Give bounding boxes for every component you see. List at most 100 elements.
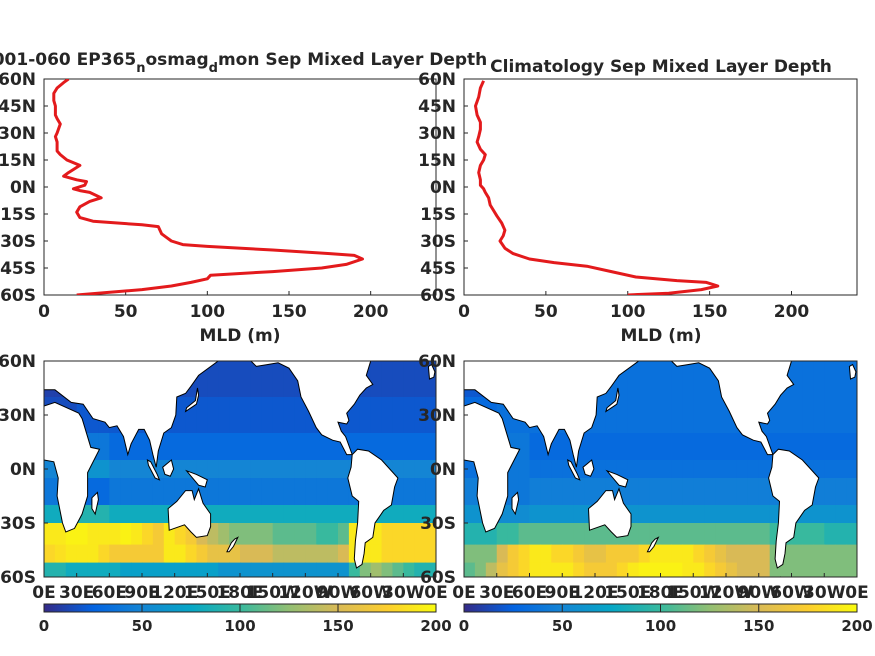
heatmap-cell (250, 397, 263, 434)
heatmap-cell (802, 361, 814, 398)
heatmap-cell (425, 397, 436, 434)
heatmap-cell (835, 478, 847, 506)
heatmap-cell (348, 433, 361, 461)
axes-box (463, 78, 858, 296)
heatmap-cell (163, 523, 176, 546)
heatmap-cell (87, 523, 100, 546)
heatmap-cell (294, 562, 306, 577)
x-tick-label: 90E (545, 583, 580, 603)
landmass (605, 387, 620, 413)
heatmap-cell (726, 505, 738, 524)
heatmap-cell (403, 523, 415, 546)
heatmap-cell (207, 562, 219, 577)
heatmap-cell (229, 397, 241, 434)
heatmap-cell (229, 361, 241, 398)
heatmap-cell (316, 433, 328, 461)
heatmap-cell (649, 478, 662, 506)
heatmap-cell (540, 505, 552, 524)
heatmap-cell (185, 562, 198, 577)
heatmap-cell (425, 562, 436, 577)
heatmap-cell (595, 562, 607, 577)
heatmap-cell (802, 433, 814, 461)
heatmap-cell (229, 523, 241, 546)
heatmap-cell (174, 397, 187, 434)
heatmap-cell (370, 361, 383, 398)
heatmap-cell (802, 544, 814, 564)
heatmap-cell (671, 478, 683, 506)
heatmap-cell (414, 562, 426, 577)
heatmap-cell (403, 433, 415, 461)
heatmap-cell (142, 562, 154, 577)
heatmap-cell (638, 460, 651, 479)
heatmap-cell (261, 433, 274, 461)
heatmap-cell (824, 460, 836, 479)
x-tick-label: 0 (38, 302, 50, 322)
x-tick-label: 60W (349, 583, 392, 603)
heatmap-cell (261, 460, 274, 479)
y-tick-label: 30S (0, 232, 36, 252)
heatmap-cell (87, 562, 100, 577)
heatmap-cell (98, 460, 110, 479)
landmass (44, 361, 220, 468)
heatmap-cell (348, 523, 361, 546)
heatmap-cell (392, 562, 404, 577)
title-subscript: n (136, 61, 145, 76)
colorbar-tick-label: 100 (645, 617, 676, 635)
heatmap-cell (131, 478, 143, 506)
heatmap-cell (704, 460, 716, 479)
heatmap-cell (98, 544, 110, 564)
heatmap-cell (403, 544, 415, 564)
heatmap-cell (196, 433, 208, 461)
heatmap-cell (736, 478, 749, 506)
heatmap-cell (240, 361, 252, 398)
heatmap-cell (65, 544, 78, 564)
x-axis-label: MLD (m) (620, 326, 701, 346)
x-tick-label: 150W (246, 583, 300, 603)
heatmap-cell (638, 433, 651, 461)
heatmap-cell (562, 478, 574, 506)
heatmap-cell (529, 478, 542, 506)
heatmap-cell (425, 361, 436, 398)
y-tick-label: 15N (418, 151, 456, 171)
heatmap-cell (392, 478, 404, 506)
heatmap-cell (425, 433, 436, 461)
colorbar-tick-label: 200 (841, 617, 872, 635)
heatmap-cell (715, 478, 727, 506)
heatmap-cell (218, 505, 230, 524)
heatmap-cell (261, 523, 274, 546)
heatmap-cell (671, 523, 683, 546)
heatmap-cell (562, 523, 574, 546)
x-tick-label: 60W (770, 583, 813, 603)
x-tick-label: 200 (774, 302, 810, 322)
heatmap-cell (185, 460, 198, 479)
heatmap-cell (87, 544, 100, 564)
heatmap-cell (109, 460, 121, 479)
heatmap-cell (704, 478, 716, 506)
heatmap-cell (207, 361, 219, 398)
heatmap-cell (294, 523, 306, 546)
heatmap-cell (261, 397, 274, 434)
x-tick-label: 90E (124, 583, 159, 603)
heatmap-cell (562, 433, 574, 461)
heatmap-cell (207, 478, 219, 506)
heatmap-cell (835, 544, 847, 564)
heatmap-cell (174, 562, 187, 577)
heatmap-cell (305, 544, 317, 564)
heatmap-cell (294, 544, 306, 564)
y-tick-label: 60N (418, 352, 456, 372)
heatmap-cell (824, 523, 836, 546)
heatmap-cell (174, 523, 187, 546)
heatmap-cell (660, 460, 673, 479)
heatmap-cell (316, 478, 328, 506)
map-bottom-right: 0E 30E60E90E120E150E180E150W120W90W60W30W… (418, 352, 873, 635)
heatmap-cell (507, 478, 520, 506)
landmass (646, 536, 660, 553)
heatmap-cell (414, 460, 426, 479)
heatmap-cell (250, 505, 263, 524)
heatmap-cell (414, 544, 426, 564)
x-tick-label: 150W (666, 583, 720, 603)
heatmap-cell (327, 460, 339, 479)
heatmap-cell (250, 361, 263, 398)
heatmap-cell (551, 523, 563, 546)
